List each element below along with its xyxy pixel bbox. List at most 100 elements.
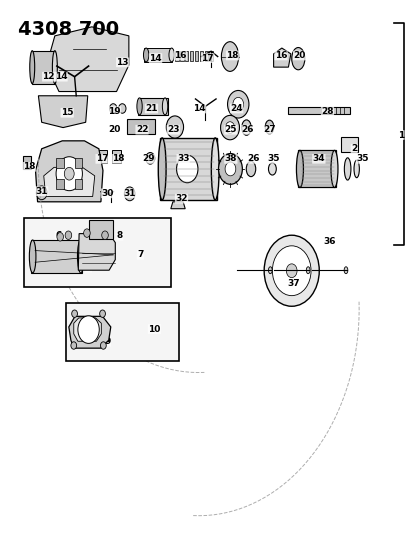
- Ellipse shape: [246, 161, 255, 176]
- Circle shape: [225, 122, 234, 133]
- Text: 26: 26: [246, 155, 259, 164]
- Text: 22: 22: [135, 125, 148, 134]
- Circle shape: [83, 229, 90, 237]
- Bar: [32, 51, 55, 84]
- Ellipse shape: [291, 47, 304, 70]
- Ellipse shape: [29, 240, 36, 273]
- Text: 21: 21: [145, 104, 157, 113]
- Text: 11: 11: [89, 319, 101, 328]
- Polygon shape: [74, 318, 101, 341]
- Text: 25: 25: [224, 125, 237, 134]
- Text: 17: 17: [201, 54, 214, 62]
- Ellipse shape: [296, 150, 303, 188]
- Bar: [138, 98, 167, 115]
- Ellipse shape: [268, 163, 275, 175]
- Circle shape: [176, 155, 197, 183]
- Bar: [340, 136, 358, 152]
- Polygon shape: [38, 96, 88, 127]
- Circle shape: [71, 310, 77, 317]
- Bar: [66, 303, 178, 361]
- Ellipse shape: [241, 120, 251, 135]
- Bar: [24, 217, 171, 287]
- Text: 16: 16: [173, 51, 186, 60]
- Text: 17: 17: [95, 155, 108, 164]
- Text: 35: 35: [267, 155, 279, 164]
- Text: 31: 31: [36, 187, 48, 196]
- Text: 38: 38: [224, 155, 237, 164]
- Ellipse shape: [330, 150, 337, 188]
- Text: 7: 7: [137, 251, 143, 260]
- Ellipse shape: [158, 138, 166, 200]
- Text: 2: 2: [350, 144, 356, 154]
- Text: 9: 9: [104, 337, 110, 346]
- Text: 32: 32: [175, 194, 188, 203]
- Bar: [23, 156, 31, 169]
- Ellipse shape: [343, 266, 347, 273]
- Text: 18: 18: [23, 163, 36, 171]
- Bar: [56, 158, 64, 168]
- Text: 19: 19: [108, 107, 121, 116]
- Circle shape: [109, 104, 116, 114]
- Text: 14: 14: [55, 72, 67, 81]
- Bar: [175, 51, 178, 61]
- Circle shape: [166, 116, 183, 138]
- Text: 18: 18: [112, 155, 125, 164]
- Bar: [112, 150, 121, 163]
- Circle shape: [145, 152, 154, 164]
- Circle shape: [100, 310, 105, 317]
- Polygon shape: [78, 233, 115, 270]
- Ellipse shape: [77, 240, 84, 273]
- Circle shape: [118, 104, 126, 114]
- Text: 27: 27: [263, 125, 275, 134]
- Polygon shape: [36, 141, 103, 202]
- Bar: [199, 51, 203, 61]
- Circle shape: [36, 186, 47, 200]
- Ellipse shape: [30, 51, 35, 84]
- Circle shape: [227, 91, 248, 118]
- Bar: [31, 240, 82, 273]
- Text: 24: 24: [230, 104, 242, 113]
- Polygon shape: [89, 220, 113, 239]
- Bar: [287, 107, 349, 114]
- Text: 16: 16: [274, 51, 287, 60]
- Circle shape: [263, 235, 318, 306]
- Ellipse shape: [137, 98, 142, 115]
- Ellipse shape: [268, 266, 271, 273]
- Bar: [75, 180, 82, 189]
- Polygon shape: [47, 27, 128, 92]
- Text: 14: 14: [193, 104, 205, 113]
- Circle shape: [100, 342, 106, 349]
- Circle shape: [225, 162, 235, 176]
- Circle shape: [286, 264, 297, 278]
- Text: 4308 700: 4308 700: [18, 20, 119, 39]
- Bar: [204, 51, 208, 61]
- Text: 12: 12: [42, 72, 55, 81]
- Text: 20: 20: [108, 125, 120, 134]
- Text: 20: 20: [293, 51, 305, 60]
- Text: 31: 31: [123, 189, 135, 198]
- Text: 30: 30: [101, 189, 114, 198]
- Ellipse shape: [143, 48, 148, 62]
- Ellipse shape: [162, 98, 167, 115]
- Ellipse shape: [265, 120, 273, 134]
- Bar: [189, 51, 193, 61]
- Bar: [56, 180, 64, 189]
- Bar: [179, 51, 183, 61]
- Circle shape: [64, 167, 74, 180]
- Text: 10: 10: [148, 325, 160, 334]
- Text: 15: 15: [61, 108, 73, 117]
- Text: 37: 37: [287, 279, 300, 288]
- Polygon shape: [44, 167, 95, 197]
- Text: 29: 29: [142, 155, 154, 164]
- Text: 4: 4: [44, 261, 50, 270]
- Text: 34: 34: [312, 155, 324, 164]
- Text: 3: 3: [34, 247, 40, 256]
- Circle shape: [233, 98, 243, 111]
- Bar: [184, 51, 188, 61]
- Text: 5: 5: [85, 263, 91, 272]
- Circle shape: [218, 154, 242, 184]
- Text: 23: 23: [166, 125, 179, 134]
- Circle shape: [220, 115, 239, 140]
- Bar: [160, 138, 216, 200]
- Text: 8: 8: [116, 231, 123, 240]
